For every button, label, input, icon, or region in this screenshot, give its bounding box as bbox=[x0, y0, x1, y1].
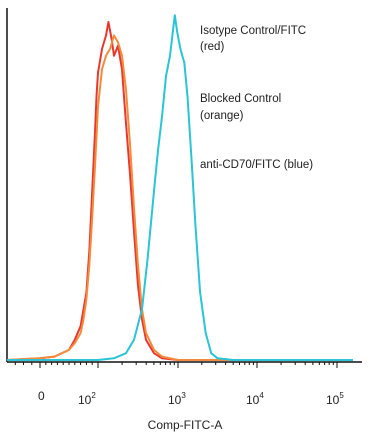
x-tick-label-2-base: 10 bbox=[78, 393, 92, 407]
x-tick-label-2-exp: 2 bbox=[91, 391, 96, 400]
x-tick-label-3: 103 bbox=[168, 391, 186, 407]
histogram-curve-1 bbox=[6, 34, 353, 361]
x-tick-label-3-base: 10 bbox=[168, 393, 182, 407]
x-tick-label-3-exp: 3 bbox=[181, 391, 186, 400]
x-tick-labels: 0 102 103 104 105 bbox=[38, 389, 344, 407]
legend-isotype-line1: Isotype Control/FITC bbox=[200, 25, 306, 37]
x-tick-label-5-base: 10 bbox=[326, 393, 340, 407]
x-axis-ticks bbox=[14, 362, 338, 368]
x-tick-label-5: 105 bbox=[326, 391, 344, 407]
legend-blocked-line2: (orange) bbox=[200, 110, 244, 122]
legend-blocked-line1: Blocked Control bbox=[200, 93, 281, 105]
x-tick-label-4-base: 10 bbox=[246, 393, 260, 407]
legend: Isotype Control/FITC (red) Blocked Contr… bbox=[200, 25, 313, 171]
histogram-curve-2 bbox=[7, 14, 353, 361]
legend-isotype-line2: (red) bbox=[200, 41, 224, 53]
x-tick-label-0: 0 bbox=[38, 389, 45, 403]
x-tick-label-4: 104 bbox=[246, 391, 264, 407]
histogram-curves bbox=[6, 14, 353, 361]
histogram-curve-0 bbox=[6, 21, 353, 361]
x-tick-label-2: 102 bbox=[78, 391, 96, 407]
x-axis-title: Comp-FITC-A bbox=[148, 418, 223, 432]
x-tick-label-0-base: 0 bbox=[38, 389, 45, 403]
legend-cd70-line1: anti-CD70/FITC (blue) bbox=[200, 159, 313, 171]
x-tick-label-5-exp: 5 bbox=[339, 391, 344, 400]
x-tick-label-4-exp: 4 bbox=[259, 391, 264, 400]
